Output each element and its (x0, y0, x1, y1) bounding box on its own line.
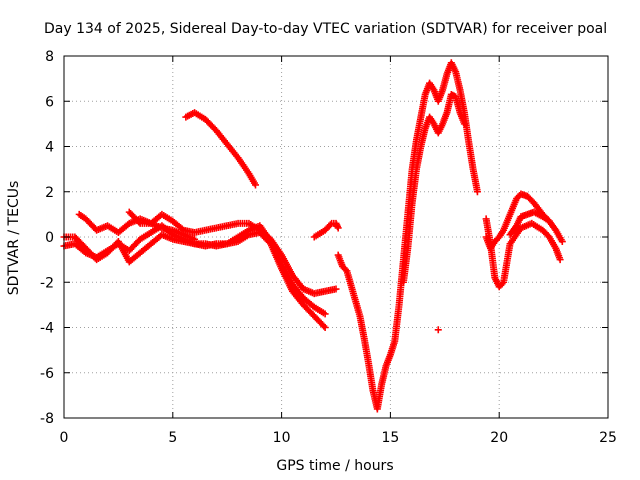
data-point (320, 322, 328, 330)
y-tick-label: -6 (40, 366, 54, 382)
y-tick-label: -8 (40, 411, 54, 427)
data-point (332, 285, 340, 293)
series-s9 (434, 326, 442, 334)
data-point (460, 120, 468, 128)
series-s3 (75, 210, 199, 243)
series-s4 (125, 208, 340, 298)
series-s5 (182, 109, 259, 189)
data-point (321, 310, 329, 318)
data-point (434, 326, 442, 334)
x-tick-label: 20 (490, 430, 508, 446)
series-s6 (310, 219, 342, 241)
series-s10 (482, 215, 564, 291)
data-point (473, 188, 481, 196)
data-point (498, 280, 506, 288)
data-point (135, 218, 143, 226)
x-tick-label: 5 (168, 430, 177, 446)
y-tick-label: 6 (45, 94, 54, 110)
axis-ticks: 0 5 10 15 20 25 -8 -6 -4 -2 0 2 4 6 8 (40, 49, 617, 446)
x-axis-label: GPS time / hours (276, 458, 393, 474)
y-tick-label: 2 (45, 185, 54, 201)
x-tick-label: 0 (60, 430, 69, 446)
x-tick-label: 10 (273, 430, 291, 446)
data-point (191, 235, 199, 243)
x-tick-label: 15 (381, 430, 399, 446)
y-axis-label: SDTVAR / TECUs (6, 181, 22, 296)
data-point (334, 224, 342, 232)
y-tick-label: 0 (45, 230, 54, 246)
data-point (251, 181, 259, 189)
y-tick-label: 8 (45, 49, 54, 65)
data-points (60, 59, 566, 413)
data-point (545, 217, 553, 225)
data-point (558, 238, 566, 246)
y-tick-label: 4 (45, 140, 54, 156)
data-point (321, 324, 329, 331)
data-point (556, 256, 564, 264)
y-tick-label: -2 (40, 275, 54, 291)
series-s2 (60, 222, 329, 318)
series-s8 (399, 90, 468, 286)
data-point (341, 265, 349, 273)
chart-title: Day 134 of 2025, Sidereal Day-to-day VTE… (44, 21, 607, 37)
data-point (326, 221, 334, 229)
series-s12 (506, 208, 553, 239)
x-tick-label: 25 (599, 430, 617, 446)
y-tick-label: -4 (40, 321, 54, 337)
